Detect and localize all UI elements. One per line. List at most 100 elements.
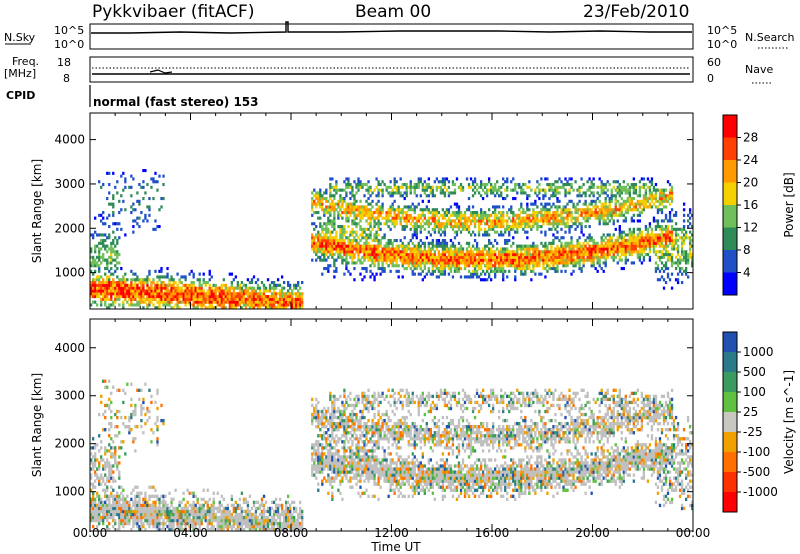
heatmap-cell <box>473 191 477 195</box>
heatmap-cell <box>403 255 406 259</box>
heatmap-cell <box>437 267 441 271</box>
heatmap-cell <box>431 227 435 231</box>
heatmap-cell <box>393 250 396 254</box>
heatmap-cell <box>341 216 344 220</box>
heatmap-cell <box>339 199 342 203</box>
heatmap-cell <box>427 269 430 273</box>
heatmap-cell <box>94 216 97 220</box>
heatmap-cell <box>518 253 521 257</box>
heatmap-cell <box>439 255 443 259</box>
heatmap-cell <box>369 211 372 215</box>
heatmap-cell <box>467 208 471 212</box>
heatmap-cell <box>630 219 633 223</box>
heatmap-cell <box>288 295 292 299</box>
heatmap-cell <box>361 267 364 271</box>
heatmap-cell <box>222 278 225 282</box>
heatmap-cell <box>232 303 236 307</box>
heatmap-cell <box>496 255 499 259</box>
heatmap-cell <box>397 208 400 212</box>
heatmap-cell <box>92 515 95 520</box>
heatmap-cell <box>558 191 561 195</box>
heatmap-cell <box>479 261 483 265</box>
heatmap-cell <box>110 244 113 248</box>
heatmap-cell <box>638 211 642 215</box>
heatmap-cell <box>638 191 642 195</box>
heatmap-cell <box>628 185 631 189</box>
heatmap-cell <box>477 264 481 268</box>
heatmap-cell <box>548 185 551 189</box>
heatmap-cell <box>198 292 201 296</box>
heatmap-cell <box>120 292 123 296</box>
heatmap-cell <box>628 188 631 192</box>
heatmap-cell <box>580 253 583 257</box>
heatmap-cell <box>570 185 573 189</box>
heatmap-cell <box>548 222 551 226</box>
heatmap-cell <box>510 264 513 268</box>
noise-right-tick-top: 10^5 <box>707 24 737 37</box>
heatmap-cell <box>479 258 483 262</box>
heatmap-cell <box>638 194 642 198</box>
heatmap-cell <box>104 233 107 237</box>
heatmap-cell <box>441 177 445 181</box>
heatmap-cell <box>96 509 99 514</box>
heatmap-cell <box>481 269 485 273</box>
heatmap-cell <box>274 297 278 301</box>
heatmap-cell <box>598 199 601 203</box>
heatmap-cell <box>379 227 382 231</box>
heatmap-cell <box>178 286 181 290</box>
heatmap-cell <box>234 297 238 301</box>
heatmap-cell <box>252 306 256 309</box>
heatmap-cell <box>361 185 364 189</box>
heatmap-cell <box>502 211 505 215</box>
heatmap-cell <box>604 258 607 262</box>
heatmap-cell <box>108 497 111 502</box>
heatmap-cell <box>168 281 171 285</box>
heatmap-cell <box>654 188 658 192</box>
heatmap-cell <box>164 295 167 299</box>
heatmap-cell <box>411 185 414 189</box>
heatmap-cell <box>248 281 252 285</box>
heatmap-cell <box>542 267 545 271</box>
heatmap-cell <box>668 211 672 215</box>
heatmap-cell <box>341 236 344 240</box>
freq-label-2: [MHz] <box>4 67 36 80</box>
heatmap-cell <box>494 225 497 229</box>
heatmap-cell <box>122 278 125 282</box>
heatmap-cell <box>552 255 555 259</box>
heatmap-cell <box>506 222 509 226</box>
heatmap-cell <box>188 303 191 307</box>
heatmap-cell <box>325 236 328 240</box>
heatmap-cell <box>662 244 666 248</box>
heatmap-cell <box>556 188 559 192</box>
heatmap-cell <box>485 258 489 262</box>
heatmap-cell <box>331 247 334 251</box>
heatmap-cell <box>453 202 457 206</box>
heatmap-cell <box>514 267 517 271</box>
heatmap-cell <box>457 208 461 212</box>
heatmap-cell <box>678 236 682 240</box>
heatmap-cell <box>369 233 372 237</box>
heatmap-cell <box>353 222 356 226</box>
heatmap-cell <box>102 476 105 480</box>
heatmap-cell <box>666 180 670 184</box>
heatmap-cell <box>339 188 342 192</box>
heatmap-cell <box>385 213 388 217</box>
heatmap-cell <box>437 219 441 223</box>
heatmap-cell <box>246 303 250 307</box>
heatmap-cell <box>443 269 447 273</box>
heatmap-cell <box>341 188 344 192</box>
heatmap-cell <box>208 297 211 301</box>
heatmap-cell <box>443 233 447 237</box>
heatmap-cell <box>562 211 565 215</box>
noise-panel: N.Sky 10^5 10^0 10^5 10^0 N.Search <box>4 21 795 51</box>
heatmap-cell <box>441 183 445 187</box>
heatmap-cell <box>550 185 553 189</box>
heatmap-cell <box>158 208 161 212</box>
heatmap-cell <box>210 306 213 309</box>
heatmap-cell <box>544 211 547 215</box>
heatmap-cell <box>636 241 640 245</box>
heatmap-cell <box>311 191 314 195</box>
heatmap-cell <box>485 233 489 237</box>
heatmap-cell <box>176 295 179 299</box>
heatmap-cell <box>116 494 119 498</box>
